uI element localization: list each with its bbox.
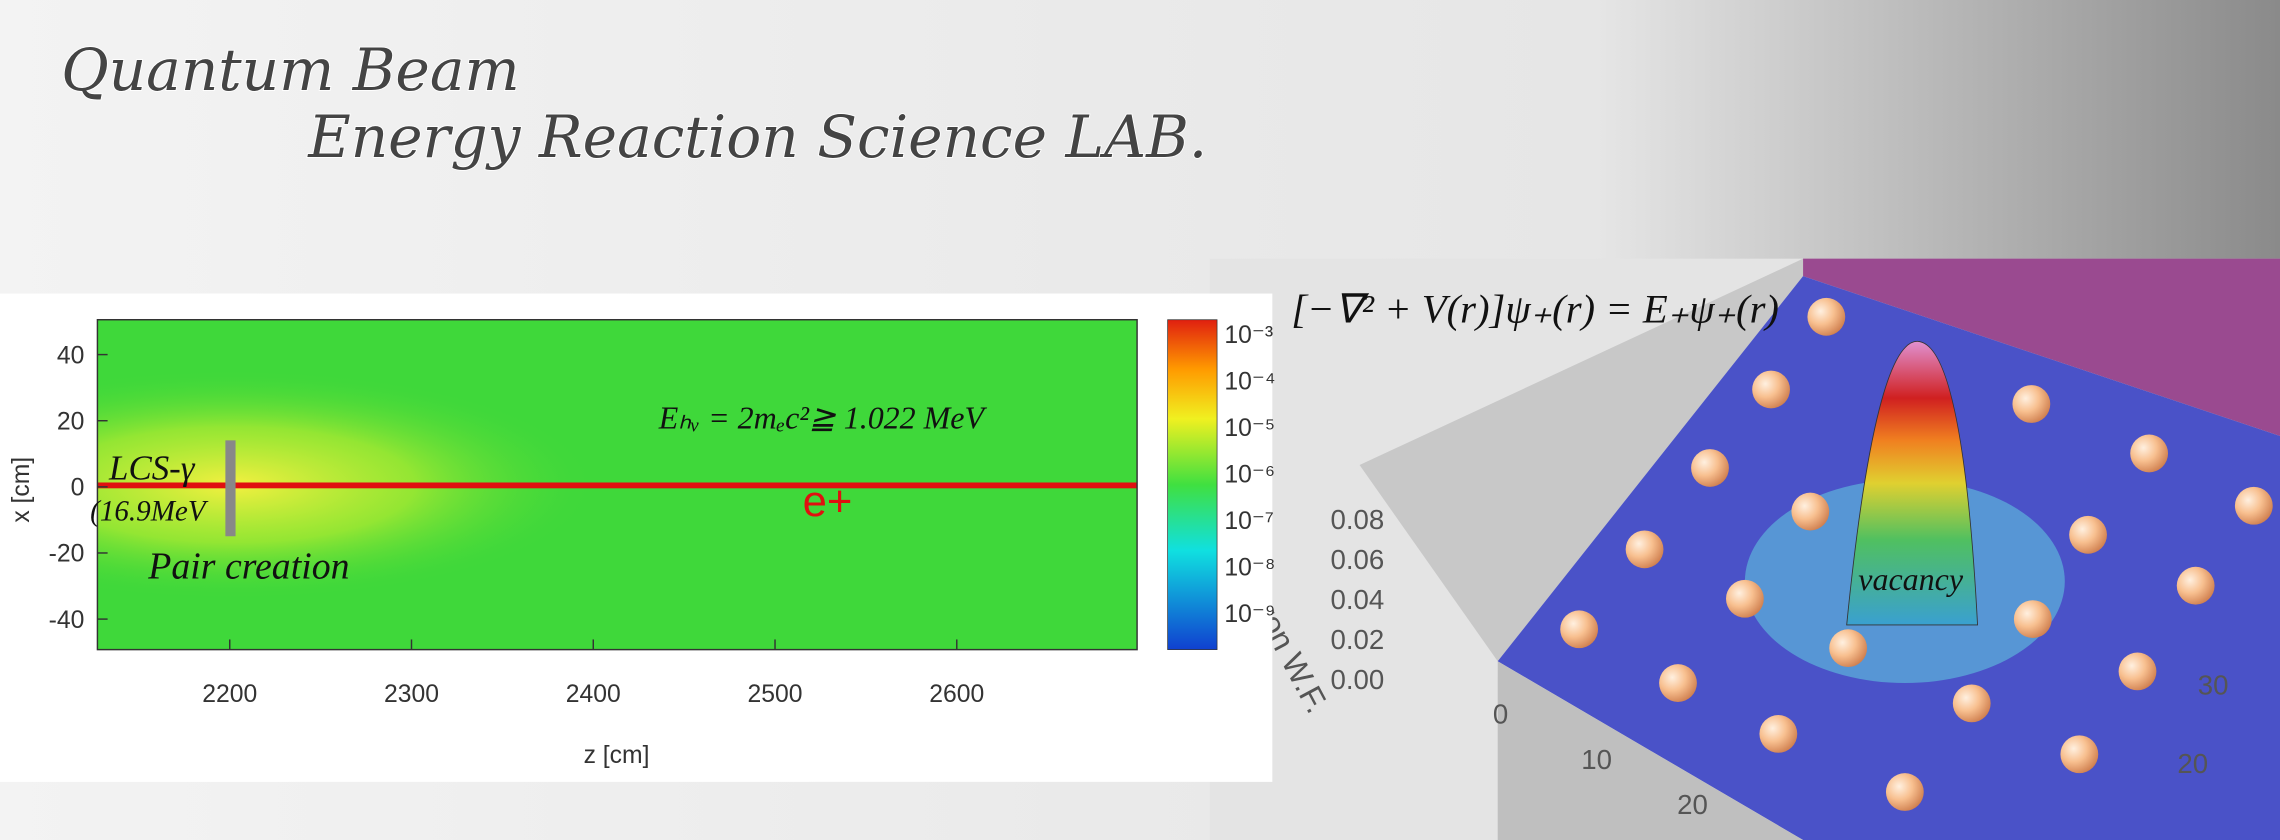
- tick-label: 0: [71, 475, 85, 502]
- tick-label: 0.04: [1331, 584, 1385, 615]
- tick-label: 20: [57, 408, 84, 435]
- tick-label: 2200: [202, 681, 257, 708]
- tick-label: 30: [2198, 670, 2229, 701]
- annotation: e+: [803, 478, 853, 526]
- tick-label: 0: [1493, 699, 1508, 730]
- annotation: Eₕᵥ = 2mₑc²≧ 1.022 MeV: [658, 401, 988, 436]
- tick-label: 2300: [384, 681, 439, 708]
- tick-label: -20: [49, 541, 85, 568]
- annotation: (16.9MeV: [90, 495, 209, 527]
- tick-label: 2500: [748, 681, 803, 708]
- tick-label: 20: [2177, 748, 2208, 779]
- tick-label: 2400: [566, 681, 621, 708]
- axis-label: z [cm]: [584, 742, 650, 769]
- tick-label: 2600: [929, 681, 984, 708]
- colorbar-label: 10⁻⁸: [1224, 555, 1275, 582]
- tick-label: 0.00: [1331, 664, 1385, 695]
- tick-label: 10: [1581, 744, 1612, 775]
- tick-label: 20: [1677, 789, 1708, 820]
- colorbar-label: 10⁻⁷: [1224, 508, 1273, 535]
- equation: [−∇² + V(r)]ψ₊(r) = E₊ψ₊(r): [1291, 287, 1779, 332]
- tick-label: 0.06: [1331, 544, 1385, 575]
- colorbar-label: 10⁻⁵: [1224, 415, 1275, 442]
- title: Quantum Beam: [61, 36, 520, 104]
- tick-label: 0.02: [1331, 624, 1385, 655]
- wavefunction-plot: [1209, 258, 2280, 840]
- colorbar-label: 10⁻⁴: [1224, 368, 1275, 395]
- simulation-plot: [0, 293, 1273, 782]
- annotation: vacancy: [1858, 562, 1964, 597]
- tick-label: 40: [57, 342, 84, 369]
- annotation: Pair creation: [147, 545, 349, 587]
- tick-label: -40: [49, 607, 85, 634]
- axis-label: x [cm]: [8, 457, 35, 523]
- colorbar-label: 10⁻⁹: [1224, 601, 1275, 628]
- colorbar-label: 10⁻⁶: [1224, 461, 1275, 488]
- colorbar-label: 10⁻³: [1224, 322, 1273, 349]
- annotation: LCS-γ: [108, 449, 196, 488]
- tick-label: 0.08: [1331, 504, 1385, 535]
- title: Energy Reaction Science LAB.: [307, 103, 1207, 171]
